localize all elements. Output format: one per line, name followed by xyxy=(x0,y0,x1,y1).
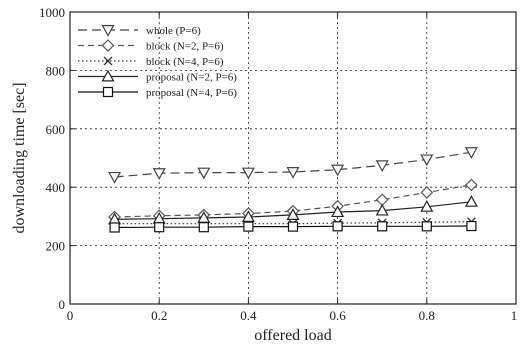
data-point xyxy=(286,167,300,179)
x-tick-label: 0 xyxy=(67,308,74,323)
data-point xyxy=(421,221,432,232)
data-point xyxy=(464,195,478,207)
data-point xyxy=(109,222,120,233)
legend-label: proposal (N=4, P=6) xyxy=(146,87,237,99)
plot-frame xyxy=(69,11,517,305)
data-point xyxy=(465,178,478,192)
data-point xyxy=(420,200,434,212)
data-point xyxy=(331,164,345,177)
legend-marker xyxy=(102,86,114,98)
legend-marker xyxy=(101,39,115,52)
data-point xyxy=(375,160,389,173)
y-tick-label: 0 xyxy=(59,297,66,312)
x-tick-label: 0.6 xyxy=(329,308,346,323)
data-point xyxy=(154,222,165,233)
legend-marker xyxy=(101,25,115,37)
data-point xyxy=(420,186,434,199)
series-line xyxy=(114,221,472,225)
data-point xyxy=(108,171,122,184)
y-tick-label: 1000 xyxy=(39,5,65,20)
data-point xyxy=(243,221,254,232)
legend-label: whole (P=6) xyxy=(146,25,201,37)
legend-label: block (N=2, P=6) xyxy=(146,41,224,53)
y-tick-label: 800 xyxy=(46,63,66,78)
data-point xyxy=(466,220,477,232)
data-point xyxy=(197,167,211,180)
legend-label: block (N=4, P=6) xyxy=(146,56,224,68)
y-tick-label: 400 xyxy=(46,180,66,195)
legend-marker xyxy=(103,56,113,66)
data-point xyxy=(375,203,389,216)
y-axis-title: downloading time [sec] xyxy=(11,82,28,233)
data-point xyxy=(198,222,209,233)
x-tick-label: 0.8 xyxy=(419,308,435,323)
data-point xyxy=(286,208,300,220)
legend-label: proposal (N=2, P=6) xyxy=(146,72,237,84)
x-axis-title: offered load xyxy=(254,327,331,344)
legend-marker xyxy=(101,69,115,82)
x-tick-label: 0.4 xyxy=(240,308,257,323)
data-point xyxy=(331,205,345,218)
data-point xyxy=(420,154,434,167)
data-point xyxy=(375,193,389,207)
data-point xyxy=(241,210,255,222)
data-point xyxy=(152,168,166,180)
series-line xyxy=(114,151,472,178)
data-point xyxy=(241,167,255,180)
y-tick-label: 200 xyxy=(46,239,66,254)
data-point xyxy=(332,221,343,232)
x-tick-label: 1 xyxy=(511,308,518,323)
x-tick-label: 0.2 xyxy=(151,308,167,323)
data-point xyxy=(287,221,299,232)
data-point xyxy=(377,221,388,232)
y-tick-label: 600 xyxy=(46,122,66,137)
data-point xyxy=(464,147,478,159)
